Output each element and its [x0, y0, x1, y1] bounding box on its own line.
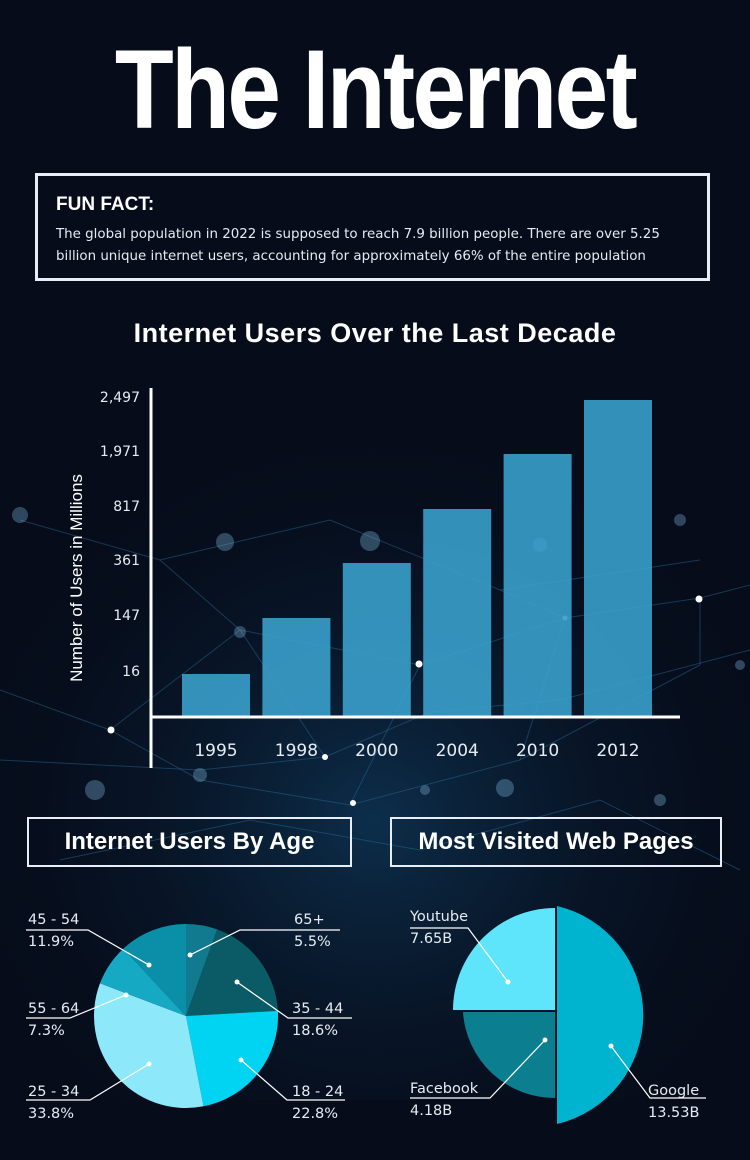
- x-tick-label: 2000: [355, 741, 398, 761]
- fun-fact-heading: FUN FACT:: [56, 194, 155, 215]
- leader-line: [26, 994, 127, 1019]
- leader-line: [410, 927, 509, 983]
- leader-line: [26, 1063, 150, 1101]
- pie-value: 11.9%: [28, 934, 74, 950]
- pie-label: Youtube: [409, 909, 468, 925]
- bar-2000: [342, 563, 411, 716]
- pie-value: 4.18B: [410, 1103, 452, 1119]
- x-tick-label: 1995: [194, 741, 237, 761]
- pie-value: 18.6%: [292, 1023, 338, 1039]
- age-slice-65+: [186, 923, 218, 1016]
- pie-value: 13.53B: [648, 1105, 699, 1121]
- leader-line: [189, 929, 340, 956]
- fun-fact-box: FUN FACT: The global population in 2022 …: [35, 173, 710, 281]
- bar-2004: [423, 509, 492, 716]
- pie-label: 18 - 24: [292, 1084, 343, 1100]
- leader-line: [26, 929, 150, 966]
- leader-line: [410, 1039, 546, 1099]
- web-slice-facebook: [463, 1012, 555, 1099]
- web-pie-title: Most Visited Web Pages: [390, 817, 722, 867]
- y-tick-label: 2,497: [100, 390, 140, 406]
- bar-chart-title: Internet Users Over the Last Decade: [133, 318, 617, 348]
- y-tick-label: 817: [113, 499, 140, 515]
- page-title: The Internet: [114, 27, 638, 152]
- web-slice-youtube: [453, 908, 555, 1010]
- pie-label: Google: [648, 1083, 699, 1099]
- x-tick-label: 2010: [516, 741, 559, 761]
- leader-line: [610, 1045, 706, 1099]
- age-slice-25-34: [94, 983, 204, 1108]
- age-slice-55-64: [100, 948, 186, 1016]
- pie-value: 33.8%: [28, 1106, 74, 1122]
- pie-label: 55 - 64: [28, 1001, 79, 1017]
- pie-label: 35 - 44: [292, 1001, 343, 1017]
- bar-1995: [182, 674, 250, 716]
- y-tick-label: 147: [113, 608, 140, 624]
- y-tick-label: 1,971: [100, 444, 140, 460]
- bar-1998: [262, 618, 331, 716]
- pie-label: 25 - 34: [28, 1084, 79, 1100]
- leader-line: [236, 981, 352, 1019]
- pie-label: Facebook: [410, 1081, 479, 1097]
- bar-2010: [503, 454, 572, 716]
- age-pie-title: Internet Users By Age: [27, 817, 352, 867]
- pie-value: 22.8%: [292, 1106, 338, 1122]
- x-tick-label: 1998: [275, 741, 318, 761]
- age-slice-18-24: [186, 1010, 279, 1107]
- pie-label: 45 - 54: [28, 912, 79, 928]
- fun-fact-line-2: billion unique internet users, accountin…: [56, 249, 646, 264]
- x-tick-label: 2004: [436, 741, 479, 761]
- y-tick-label: 16: [122, 664, 140, 680]
- fun-fact-line-1: The global population in 2022 is suppose…: [56, 227, 660, 242]
- y-axis-label: Number of Users in Millions: [67, 474, 86, 682]
- bar-2012: [584, 400, 652, 716]
- age-slice-45-54: [123, 924, 186, 1016]
- leader-line: [240, 1059, 345, 1101]
- pie-value: 5.5%: [294, 934, 331, 950]
- pie-label: 65+: [294, 912, 325, 928]
- web-slice-google: [557, 906, 644, 1124]
- x-tick-label: 2012: [596, 741, 639, 761]
- pie-value: 7.65B: [410, 931, 452, 947]
- pie-value: 7.3%: [28, 1023, 65, 1039]
- y-tick-label: 361: [113, 553, 140, 569]
